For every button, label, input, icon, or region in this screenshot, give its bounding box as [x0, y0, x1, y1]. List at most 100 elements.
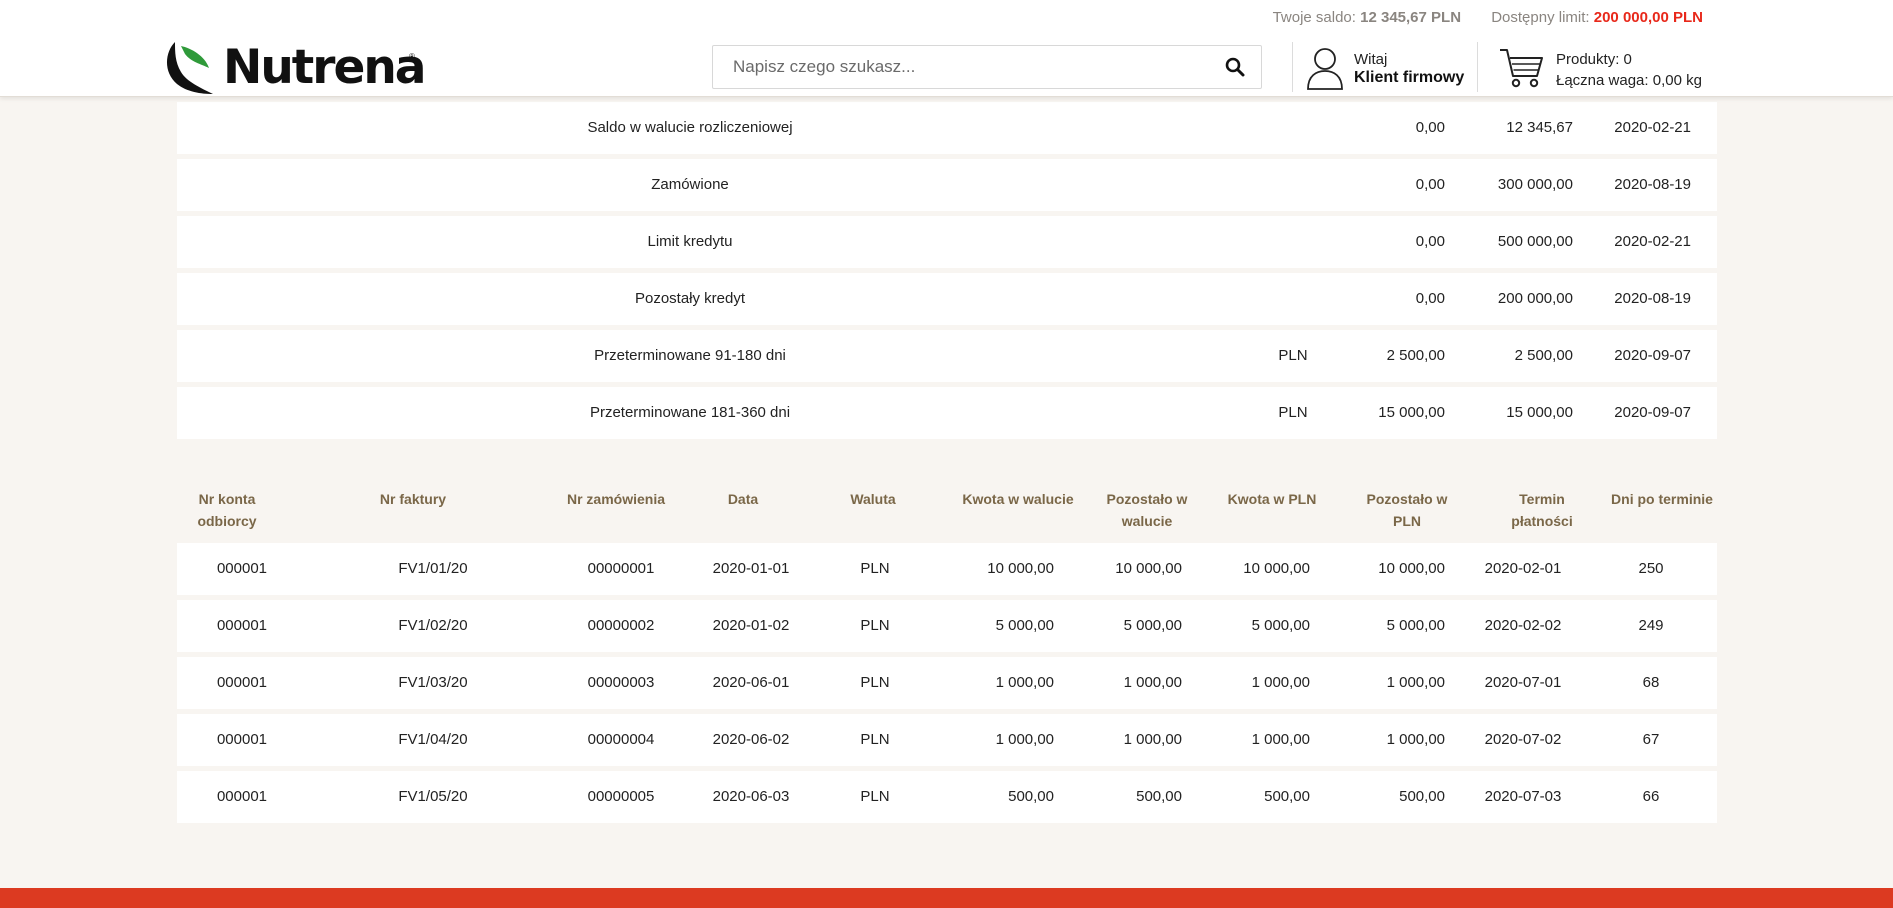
cell-remaining-currency: 1 000,00 — [1123, 674, 1182, 691]
cart-products-count: Produkty: 0 — [1556, 51, 1632, 68]
cell-currency: PLN — [860, 560, 890, 577]
user-account-link[interactable]: Witaj Klient firmowy — [1306, 46, 1466, 90]
account-summary: Saldo w walucie rozliczeniowej 0,00 12 3… — [177, 102, 1717, 444]
cell-remaining-currency: 10 000,00 — [1115, 560, 1182, 577]
cell-account: 000001 — [216, 674, 268, 691]
cell-date: 2020-01-01 — [712, 560, 790, 577]
cell-remaining-currency: 500,00 — [1136, 788, 1182, 805]
invoice-table-body: 000001 FV1/01/20 00000001 2020-01-01 PLN… — [177, 543, 1717, 828]
cell-remaining-currency: 1 000,00 — [1123, 731, 1182, 748]
cell-amount-currency: 1 000,00 — [995, 731, 1054, 748]
cell-date: 2020-06-03 — [712, 788, 790, 805]
cell-date: 2020-01-02 — [712, 617, 790, 634]
column-header-amount-currency: Kwota w walucie — [962, 491, 1074, 507]
summary-label: Pozostały kredyt — [634, 290, 746, 307]
summary-value-1: 0,00 — [1415, 119, 1445, 136]
column-header-date: Data — [727, 491, 759, 507]
summary-row: Saldo w walucie rozliczeniowej 0,00 12 3… — [177, 102, 1717, 154]
invoice-table-header: Nr konta odbiorcy Nr faktury Nr zamówieni… — [177, 488, 1717, 536]
summary-date: 2020-09-07 — [1614, 347, 1691, 364]
table-row: 000001 FV1/02/20 00000002 2020-01-02 PLN… — [177, 600, 1717, 652]
leaf-logo-icon — [167, 42, 213, 94]
cell-due-date: 2020-02-01 — [1484, 560, 1562, 577]
column-header-due-date: Termin płatności — [1511, 491, 1573, 529]
balance-value: 12 345,67 PLN — [1360, 9, 1462, 26]
search-button[interactable] — [1225, 57, 1245, 77]
summary-value-2: 300 000,00 — [1497, 176, 1573, 193]
summary-value-1: 0,00 — [1415, 290, 1445, 307]
column-header-currency: Waluta — [850, 491, 896, 507]
column-header-amount-pln: Kwota w PLN — [1227, 491, 1317, 507]
cell-due-date: 2020-07-01 — [1484, 674, 1562, 691]
cell-invoice: FV1/01/20 — [398, 560, 468, 577]
cell-amount-currency: 500,00 — [1008, 788, 1054, 805]
cell-account: 000001 — [216, 560, 268, 577]
search-box — [712, 45, 1262, 89]
search-icon — [1225, 57, 1245, 77]
user-greeting: Witaj — [1354, 51, 1388, 68]
cart-total-weight: Łączna waga: 0,00 kg — [1556, 72, 1702, 89]
balance-info: Twoje saldo: 12 345,67 PLN — [1273, 9, 1461, 26]
table-row: 000001 FV1/05/20 00000005 2020-06-03 PLN… — [177, 771, 1717, 823]
summary-currency: PLN — [1278, 347, 1308, 364]
table-row: 000001 FV1/04/20 00000004 2020-06-02 PLN… — [177, 714, 1717, 766]
logo-link[interactable]: Nutrena ® — [161, 38, 426, 96]
cell-invoice: FV1/03/20 — [398, 674, 468, 691]
summary-label: Przeterminowane 181-360 dni — [589, 404, 791, 421]
site-header: Twoje saldo: 12 345,67 PLN Dostępny limi… — [0, 0, 1893, 97]
cell-days-overdue: 68 — [1642, 674, 1660, 691]
cell-days-overdue: 250 — [1638, 560, 1664, 577]
column-header-order: Nr zamówienia — [566, 491, 666, 507]
user-name: Klient firmowy — [1354, 69, 1465, 86]
cell-amount-pln: 500,00 — [1264, 788, 1310, 805]
header-divider — [1477, 42, 1478, 92]
footer-bar — [0, 888, 1893, 908]
cell-days-overdue: 67 — [1642, 731, 1660, 748]
search-input[interactable] — [713, 46, 1213, 88]
logo-wordmark: Nutrena — [223, 40, 426, 95]
cart-link[interactable]: Produkty: 0 Łączna waga: 0,00 kg — [1498, 46, 1718, 90]
summary-date: 2020-02-21 — [1614, 233, 1691, 250]
summary-date: 2020-08-19 — [1614, 176, 1691, 193]
cell-remaining-pln: 1 000,00 — [1386, 731, 1445, 748]
summary-label: Limit kredytu — [647, 233, 733, 250]
cell-amount-currency: 5 000,00 — [995, 617, 1054, 634]
summary-row: Pozostały kredyt 0,00 200 000,00 2020-08… — [177, 273, 1717, 325]
summary-currency: PLN — [1278, 404, 1308, 421]
limit-label: Dostępny limit: — [1491, 9, 1590, 26]
summary-value-2: 15 000,00 — [1506, 404, 1573, 421]
cell-invoice: FV1/02/20 — [398, 617, 468, 634]
cell-date: 2020-06-01 — [712, 674, 790, 691]
column-header-remaining-currency: Pozostało w walucie — [1106, 491, 1188, 529]
cell-days-overdue: 249 — [1638, 617, 1664, 634]
summary-value-2: 12 345,67 — [1506, 119, 1573, 136]
account-topbar: Twoje saldo: 12 345,67 PLN Dostępny limi… — [1247, 9, 1703, 26]
summary-row: Przeterminowane 91-180 dni PLN 2 500,00 … — [177, 330, 1717, 382]
summary-value-2: 500 000,00 — [1497, 233, 1573, 250]
cell-amount-currency: 10 000,00 — [987, 560, 1054, 577]
cell-currency: PLN — [860, 731, 890, 748]
summary-value-2: 2 500,00 — [1514, 347, 1573, 364]
limit-info: Dostępny limit: 200 000,00 PLN — [1491, 9, 1703, 26]
summary-label: Przeterminowane 91-180 dni — [594, 347, 786, 364]
cell-remaining-pln: 1 000,00 — [1386, 674, 1445, 691]
summary-value-1: 2 500,00 — [1386, 347, 1445, 364]
column-header-invoice: Nr faktury — [379, 491, 447, 507]
user-icon — [1307, 48, 1343, 90]
cell-amount-pln: 1 000,00 — [1251, 731, 1310, 748]
cell-remaining-currency: 5 000,00 — [1123, 617, 1182, 634]
column-header-remaining-pln: Pozostało w PLN — [1366, 491, 1448, 529]
cell-invoice: FV1/04/20 — [398, 731, 468, 748]
summary-value-1: 15 000,00 — [1378, 404, 1445, 421]
summary-date: 2020-08-19 — [1614, 290, 1691, 307]
summary-row: Przeterminowane 181-360 dni PLN 15 000,0… — [177, 387, 1717, 439]
column-header-account: Nr konta odbiorcy — [197, 491, 257, 529]
header-divider — [1292, 42, 1293, 92]
table-row: 000001 FV1/03/20 00000003 2020-06-01 PLN… — [177, 657, 1717, 709]
limit-value: 200 000,00 PLN — [1593, 9, 1703, 26]
summary-date: 2020-02-21 — [1614, 119, 1691, 136]
summary-row: Zamówione 0,00 300 000,00 2020-08-19 — [177, 159, 1717, 211]
cell-days-overdue: 66 — [1642, 788, 1660, 805]
cell-amount-pln: 10 000,00 — [1243, 560, 1310, 577]
cell-due-date: 2020-07-03 — [1484, 788, 1562, 805]
